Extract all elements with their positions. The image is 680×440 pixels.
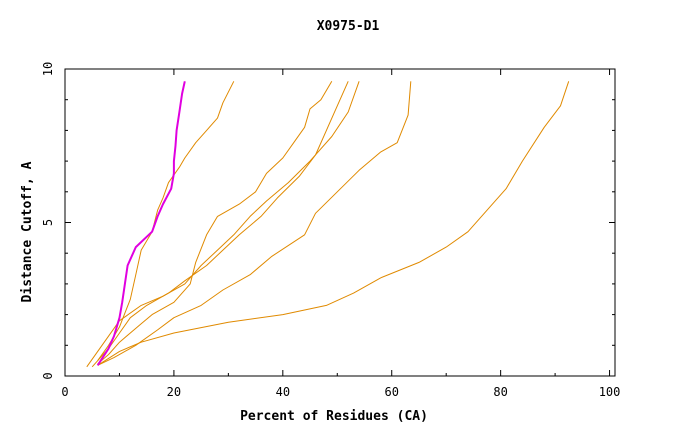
series-line-3 xyxy=(86,81,360,368)
x-tick-label: 20 xyxy=(167,385,181,399)
y-axis: 0 5 10 xyxy=(41,62,615,380)
y-axis-label: Distance Cutoff, A xyxy=(20,161,35,302)
plot-area xyxy=(64,68,616,377)
x-tick-label: 100 xyxy=(599,385,621,399)
y-tick-label: 10 xyxy=(41,62,55,76)
x-tick-label: 60 xyxy=(385,385,399,399)
x-tick-label: 80 xyxy=(493,385,507,399)
series-line-2 xyxy=(97,81,412,366)
x-tick-label: 0 xyxy=(61,385,68,399)
chart-title: X0975-D1 xyxy=(317,19,380,34)
x-tick-label: 40 xyxy=(276,385,290,399)
x-axis: 0 20 40 60 80 100 xyxy=(61,69,620,399)
y-tick-label: 0 xyxy=(41,372,55,379)
series-line-6 xyxy=(97,81,235,361)
y-tick-label: 5 xyxy=(41,219,55,226)
series-line-5 xyxy=(97,81,333,365)
series-layer xyxy=(86,81,570,368)
x-axis-label: Percent of Residues (CA) xyxy=(240,409,428,424)
highlighted-series-line xyxy=(96,81,186,366)
series-line-1 xyxy=(97,81,570,366)
series-line-4 xyxy=(91,81,349,368)
